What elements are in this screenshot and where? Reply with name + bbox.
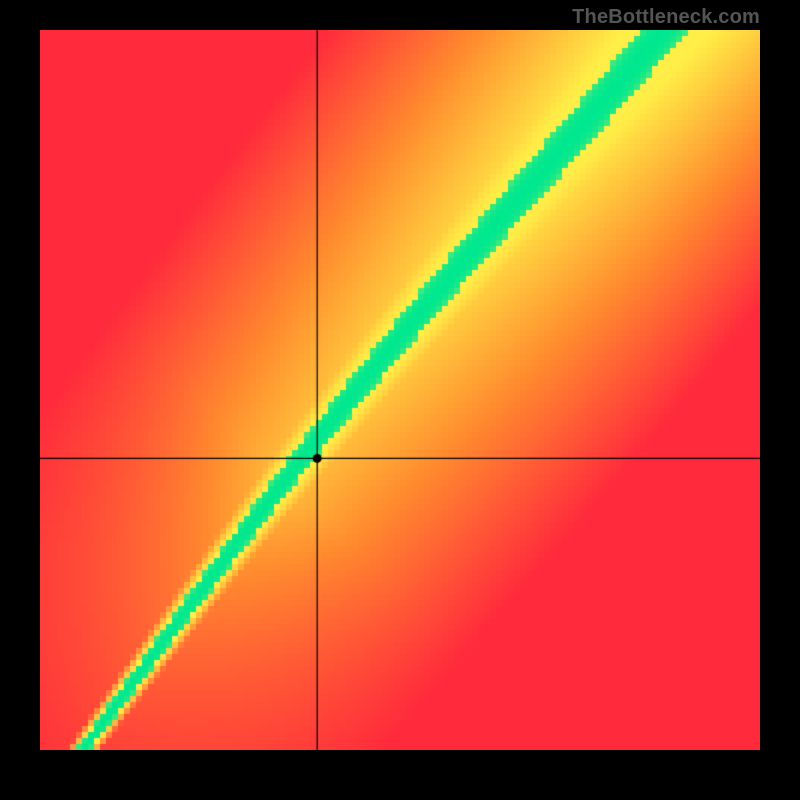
bottleneck-heatmap [40,30,760,750]
attribution-text: TheBottleneck.com [572,6,760,29]
plot-area [40,30,760,750]
figure-frame: TheBottleneck.com [0,0,800,800]
